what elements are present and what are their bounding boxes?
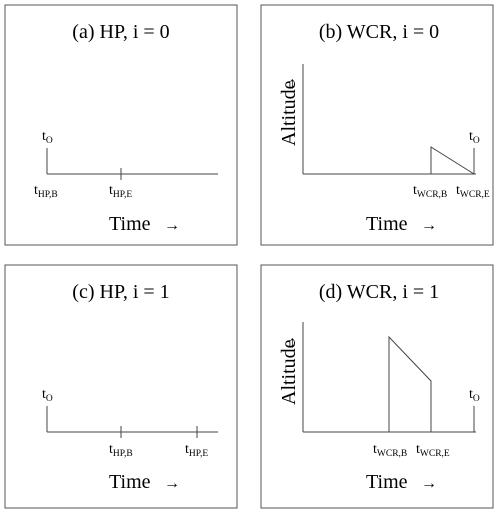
panel-title: (b) WCR, i = 0	[319, 21, 439, 43]
t-origin-label: tO	[42, 129, 53, 146]
panel-frame	[260, 4, 494, 246]
panel-d: (d) WCR, i = 1 Altitude → tO tWCR,B tWCR…	[260, 264, 494, 509]
panel-b: (b) WCR, i = 0 Altitude → tO tWCR,B tWCR…	[260, 4, 494, 246]
x-axis-arrow: →	[164, 475, 180, 492]
wcr-altitude-profile	[430, 146, 475, 175]
tick-label-wcr-b: tWCR,B	[413, 183, 447, 200]
t-origin-label: tO	[469, 387, 480, 404]
x-axis-label: Time	[366, 471, 408, 493]
y-axis-arrow: →	[282, 335, 299, 351]
x-axis-arrow: →	[421, 475, 437, 492]
x-axis-label: Time	[109, 213, 151, 235]
x-axis-arrow: →	[164, 217, 180, 234]
panel-title: (c) HP, i = 1	[72, 281, 169, 303]
tick-label-wcr-e: tWCR,E	[456, 183, 490, 200]
tick-label-hp-b: tHP,B	[109, 442, 133, 459]
tick-label-wcr-b: tWCR,B	[373, 442, 407, 459]
tick-label-wcr-e: tWCR,E	[416, 442, 450, 459]
panel-c: (c) HP, i = 1 tO tHP,B tHP,E Time →	[4, 264, 238, 509]
panel-frame	[4, 4, 238, 246]
tick-label-hp-e: tHP,E	[185, 442, 208, 459]
x-axis-label: Time	[366, 213, 408, 235]
x-axis-label: Time	[109, 471, 151, 493]
y-axis-label: Altitude	[278, 80, 300, 146]
y-axis-label: Altitude	[278, 339, 300, 405]
tick-label-hp-b: tHP,B	[34, 183, 58, 200]
t-origin-label: tO	[469, 129, 480, 146]
y-axis-arrow: →	[282, 76, 299, 92]
t-origin-label: tO	[42, 387, 53, 404]
panel-a: (a) HP, i = 0 tO tHP,B tHP,E Time →	[4, 4, 238, 246]
panel-title: (d) WCR, i = 1	[319, 281, 439, 303]
panel-frame	[4, 264, 238, 509]
panel-title: (a) HP, i = 0	[72, 21, 169, 43]
wcr-altitude-profile	[388, 335, 432, 432]
panel-frame	[260, 264, 494, 509]
x-axis-arrow: →	[421, 217, 437, 234]
tick-label-hp-e: tHP,E	[109, 183, 132, 200]
